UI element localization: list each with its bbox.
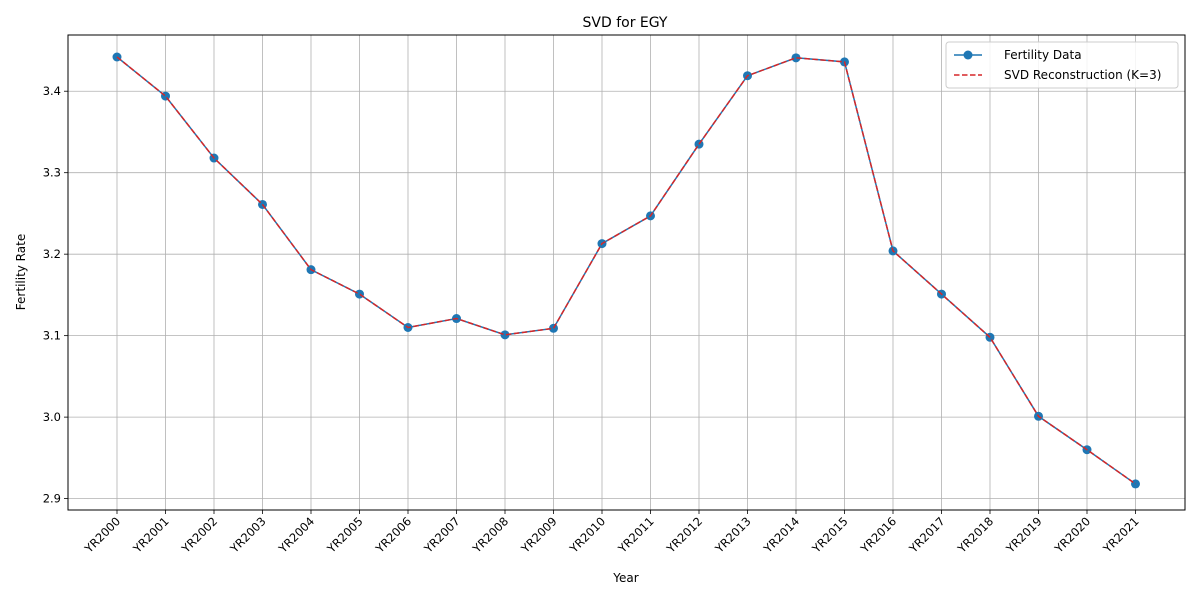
fertility-data-point [549, 323, 558, 333]
y-tick-label: 3.2 [43, 247, 61, 261]
x-axis-label: Year [612, 571, 638, 585]
legend-fertility-label: Fertility Data [1004, 48, 1082, 62]
legend-svd-label: SVD Reconstruction (K=3) [1004, 68, 1161, 82]
y-tick-label: 3.3 [43, 166, 61, 180]
chart-title: SVD for EGY [583, 15, 668, 31]
legend-fertility-marker [963, 50, 973, 60]
fertility-data-point [355, 289, 364, 299]
fertility-data-point [500, 330, 510, 340]
legend: Fertility Data SVD Reconstruction (K=3) [945, 41, 1179, 89]
y-tick-label: 3.1 [43, 329, 61, 343]
plot-frame [67, 34, 1186, 511]
fertility-data-point [791, 53, 801, 63]
y-tick-label: 2.9 [43, 492, 61, 506]
series-layer [112, 52, 1140, 489]
y-tick-label: 3.0 [43, 410, 61, 424]
svd-reconstruction-line [116, 56, 1136, 485]
y-tick-label: 3.4 [43, 84, 61, 98]
y-axis-label: Fertility Rate [14, 234, 28, 310]
legend-box [945, 41, 1179, 89]
grid [68, 35, 1185, 510]
